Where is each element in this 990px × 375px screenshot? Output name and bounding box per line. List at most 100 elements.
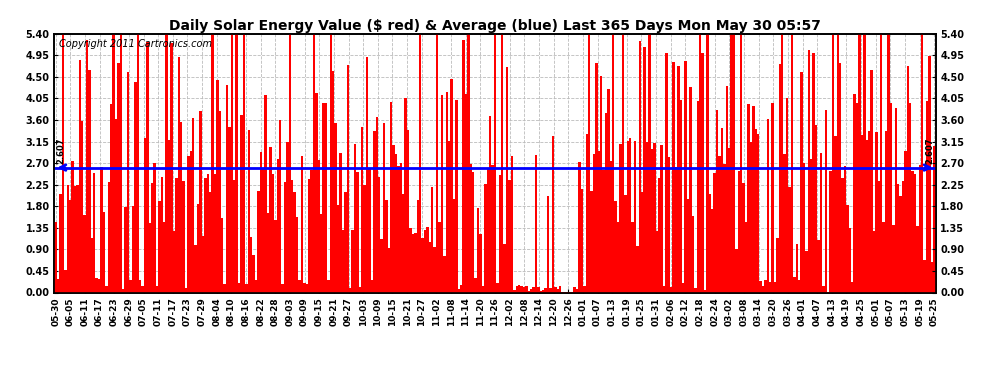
Bar xyxy=(752,106,754,292)
Bar xyxy=(281,284,284,292)
Bar xyxy=(644,48,645,292)
Bar xyxy=(926,101,929,292)
Bar xyxy=(788,188,791,292)
Bar xyxy=(892,225,895,292)
Bar xyxy=(424,230,427,292)
Bar xyxy=(340,153,342,292)
Bar xyxy=(501,29,504,292)
Bar xyxy=(370,280,373,292)
Bar xyxy=(890,103,892,292)
Bar xyxy=(694,288,697,292)
Bar xyxy=(231,29,233,292)
Bar xyxy=(506,67,508,292)
Bar xyxy=(634,141,637,292)
Bar xyxy=(243,29,246,292)
Bar xyxy=(516,286,518,292)
Bar xyxy=(496,283,499,292)
Bar xyxy=(508,180,511,292)
Bar xyxy=(846,205,848,292)
Bar xyxy=(139,280,142,292)
Bar xyxy=(709,194,711,292)
Bar xyxy=(479,234,482,292)
Bar xyxy=(76,185,78,292)
Bar xyxy=(342,230,345,292)
Bar xyxy=(687,199,689,292)
Bar xyxy=(576,289,578,292)
Bar xyxy=(402,194,405,292)
Bar xyxy=(276,159,279,292)
Bar xyxy=(446,92,447,292)
Bar xyxy=(113,29,115,292)
Bar xyxy=(655,231,658,292)
Bar xyxy=(407,130,409,292)
Bar xyxy=(293,192,296,292)
Bar xyxy=(224,284,226,292)
Bar xyxy=(117,63,120,292)
Bar xyxy=(383,123,385,292)
Bar xyxy=(764,280,766,292)
Bar xyxy=(766,119,769,292)
Bar xyxy=(603,171,605,292)
Bar xyxy=(452,199,455,292)
Bar xyxy=(839,63,842,292)
Bar xyxy=(544,288,546,292)
Bar xyxy=(774,282,776,292)
Bar xyxy=(627,141,629,292)
Bar xyxy=(486,168,489,292)
Bar xyxy=(392,144,395,292)
Bar xyxy=(781,29,783,292)
Bar xyxy=(252,255,254,292)
Bar xyxy=(348,288,351,292)
Bar xyxy=(738,171,740,292)
Bar xyxy=(346,65,348,292)
Bar xyxy=(219,111,221,292)
Bar xyxy=(144,138,147,292)
Bar xyxy=(543,290,545,292)
Bar xyxy=(689,87,692,292)
Bar xyxy=(916,226,919,292)
Bar xyxy=(600,76,603,292)
Text: 2.607: 2.607 xyxy=(925,137,934,164)
Bar xyxy=(262,168,264,292)
Bar xyxy=(457,290,460,292)
Bar xyxy=(363,185,366,292)
Bar xyxy=(323,104,325,292)
Bar xyxy=(856,102,858,292)
Bar xyxy=(414,233,417,292)
Bar xyxy=(279,120,281,292)
Bar xyxy=(882,222,885,292)
Bar xyxy=(373,131,375,292)
Bar xyxy=(593,154,595,292)
Bar xyxy=(637,246,639,292)
Bar xyxy=(779,64,781,292)
Bar xyxy=(670,286,672,292)
Bar xyxy=(238,283,241,292)
Bar xyxy=(59,194,61,292)
Bar xyxy=(842,177,843,292)
Bar xyxy=(236,30,238,292)
Bar xyxy=(921,29,924,292)
Bar xyxy=(361,127,363,292)
Bar xyxy=(81,122,83,292)
Bar xyxy=(851,282,853,292)
Bar xyxy=(931,262,934,292)
Bar xyxy=(484,184,486,292)
Bar xyxy=(622,29,624,292)
Bar xyxy=(672,62,675,292)
Bar xyxy=(306,284,308,292)
Bar xyxy=(187,156,190,292)
Bar xyxy=(885,131,887,292)
Bar xyxy=(465,94,467,292)
Bar xyxy=(701,53,704,292)
Bar xyxy=(692,216,694,292)
Bar xyxy=(257,191,259,292)
Bar xyxy=(229,127,231,292)
Bar xyxy=(521,286,523,292)
Bar xyxy=(248,130,250,292)
Bar xyxy=(172,231,175,292)
Bar xyxy=(462,40,465,292)
Bar xyxy=(482,286,484,292)
Bar xyxy=(868,131,870,292)
Bar xyxy=(264,95,267,292)
Bar xyxy=(645,142,648,292)
